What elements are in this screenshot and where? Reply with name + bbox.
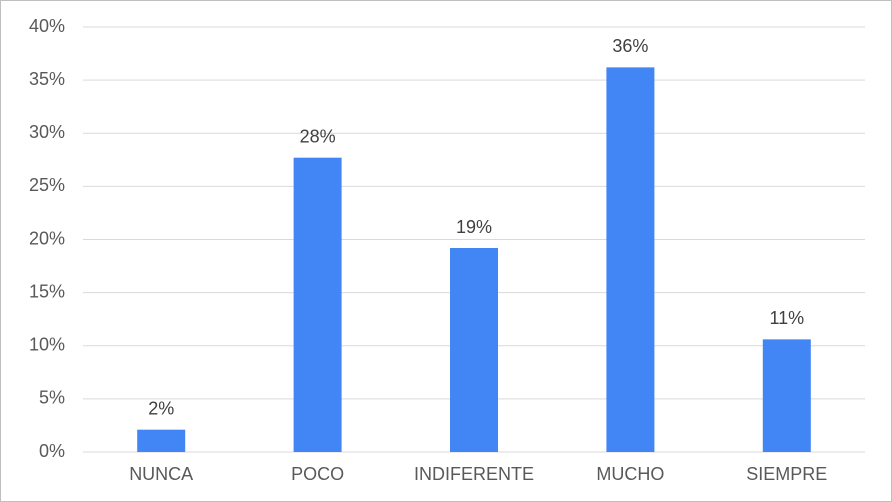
- y-tick-label: 0%: [39, 441, 65, 461]
- value-label: 19%: [456, 217, 492, 237]
- value-label: 28%: [300, 126, 336, 146]
- bar: [450, 248, 498, 452]
- bar: [606, 67, 655, 452]
- x-tick-label: SIEMPRE: [746, 464, 827, 484]
- value-label: 36%: [612, 36, 648, 56]
- y-tick-label: 20%: [29, 228, 65, 248]
- x-tick-label: MUCHO: [596, 464, 664, 484]
- x-tick-label: NUNCA: [129, 464, 193, 484]
- x-tick-label: POCO: [291, 464, 344, 484]
- y-tick-label: 30%: [29, 122, 65, 142]
- bar: [762, 339, 811, 452]
- y-tick-label: 25%: [29, 175, 65, 195]
- value-label: 11%: [769, 308, 804, 328]
- y-tick-label: 10%: [29, 335, 65, 355]
- y-tick-label: 5%: [39, 388, 65, 408]
- bar: [293, 157, 342, 452]
- value-label: 2%: [148, 398, 174, 418]
- y-tick-label: 15%: [29, 281, 65, 301]
- y-tick-label: 40%: [29, 16, 65, 36]
- bar: [137, 429, 186, 452]
- y-tick-label: 35%: [29, 69, 65, 89]
- x-tick-label: INDIFERENTE: [414, 464, 534, 484]
